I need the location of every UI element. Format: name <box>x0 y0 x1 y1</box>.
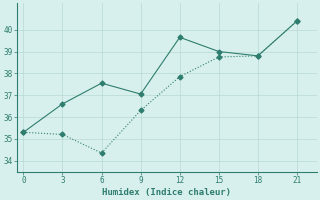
X-axis label: Humidex (Indice chaleur): Humidex (Indice chaleur) <box>102 188 231 197</box>
